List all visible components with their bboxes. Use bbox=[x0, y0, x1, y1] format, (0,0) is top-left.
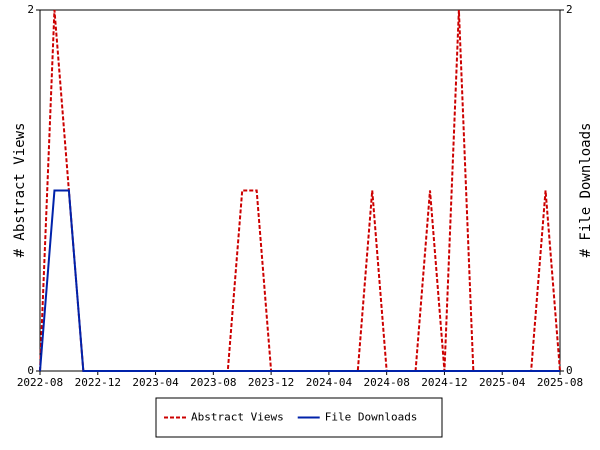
y2-tick-label: 2 bbox=[566, 3, 573, 16]
y-tick-label: 2 bbox=[27, 3, 34, 16]
x-tick-label: 2022-12 bbox=[75, 376, 121, 389]
x-tick-label: 2023-04 bbox=[132, 376, 179, 389]
x-tick-label: 2024-04 bbox=[306, 376, 353, 389]
x-tick-label: 2023-08 bbox=[190, 376, 236, 389]
y2-tick-label: 0 bbox=[566, 364, 573, 377]
y-axis-title: # Abstract Views bbox=[12, 123, 28, 258]
x-tick-label: 2023-12 bbox=[248, 376, 294, 389]
y2-axis-title: # File Downloads bbox=[578, 123, 594, 258]
x-tick-label: 2025-04 bbox=[479, 376, 526, 389]
plot-area bbox=[39, 9, 561, 372]
y-tick-label: 0 bbox=[27, 364, 34, 377]
x-tick-label: 2025-08 bbox=[537, 376, 583, 389]
x-tick-label: 2024-08 bbox=[363, 376, 409, 389]
legend-label: File Downloads bbox=[325, 411, 418, 424]
x-tick-label: 2022-08 bbox=[17, 376, 63, 389]
series-line bbox=[39, 9, 561, 372]
series-line bbox=[39, 189, 560, 372]
x-tick-label: 2024-12 bbox=[421, 376, 467, 389]
legend-label: Abstract Views bbox=[191, 411, 284, 424]
